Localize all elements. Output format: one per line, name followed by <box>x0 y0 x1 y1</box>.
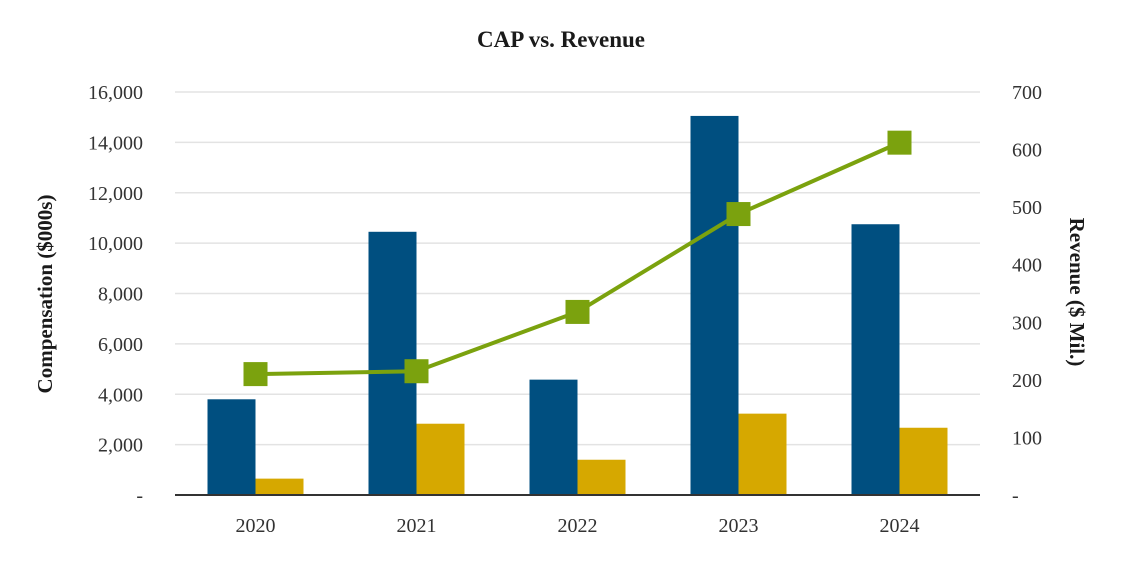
y2-tick-label: 100 <box>1012 427 1042 449</box>
y-tick-label: 4,000 <box>98 384 143 406</box>
y-tick-label: - <box>136 485 143 507</box>
x-tick-label: 2024 <box>880 515 920 537</box>
y-tick-label: 10,000 <box>88 233 143 255</box>
revenue-marker <box>887 130 912 155</box>
revenue-marker <box>565 299 590 324</box>
x-tick-label: 2020 <box>236 515 276 537</box>
y2-tick-label: 600 <box>1012 140 1042 162</box>
x-tick-label: 2023 <box>719 515 759 537</box>
y2-tick-label: 400 <box>1012 255 1042 277</box>
chart-title: CAP vs. Revenue <box>477 27 645 52</box>
bar-cap <box>207 399 256 495</box>
revenue-marker <box>726 202 751 227</box>
y-tick-label: 6,000 <box>98 334 143 356</box>
bar-cap <box>529 379 578 495</box>
bar-cap <box>690 115 739 495</box>
y-tick-label: 16,000 <box>88 82 143 104</box>
bar-cap <box>851 224 900 495</box>
y-tick-label: 14,000 <box>88 132 143 154</box>
y-axis-label: Compensation ($000s) <box>33 195 57 394</box>
bar-secondary <box>899 427 948 495</box>
bars <box>207 115 948 495</box>
revenue-line <box>255 140 901 377</box>
y2-axis-label: Revenue ($ Mil.) <box>1065 218 1089 367</box>
bar-secondary <box>255 478 304 495</box>
axes: - 2,000 4,000 6,000 8,000 10,000 12,000 14,000 1… <box>88 82 1042 537</box>
bar-secondary <box>738 413 787 495</box>
revenue-marker <box>243 362 268 387</box>
x-tick-label: 2022 <box>558 515 598 537</box>
x-tick-label: 2021 <box>397 515 437 537</box>
y2-tick-label: - <box>1012 485 1019 507</box>
y2-tick-label: 300 <box>1012 312 1042 334</box>
y2-tick-label: 500 <box>1012 197 1042 219</box>
y-tick-label: 12,000 <box>88 183 143 205</box>
y2-tick-label: 700 <box>1012 82 1042 104</box>
bar-secondary <box>416 423 465 495</box>
revenue-line-group <box>243 130 912 387</box>
gridlines <box>175 91 980 446</box>
y2-tick-label: 200 <box>1012 370 1042 392</box>
bar-secondary <box>577 459 626 495</box>
y-tick-label: 2,000 <box>98 435 143 457</box>
revenue-marker <box>404 359 429 384</box>
y-tick-label: 8,000 <box>98 284 143 306</box>
